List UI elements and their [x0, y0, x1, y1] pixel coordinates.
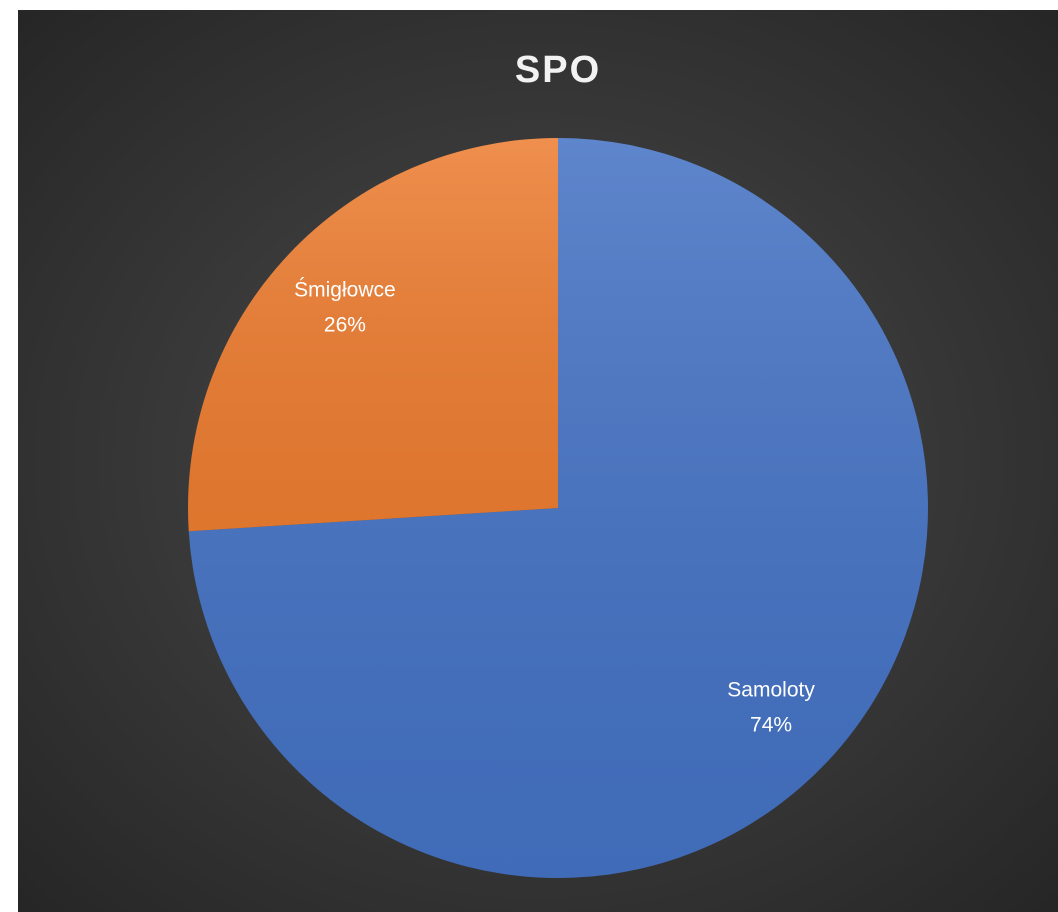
pie: [188, 138, 929, 878]
category-label: Śmigłowce: [294, 277, 396, 301]
value-label: 26%: [324, 313, 366, 336]
category-label: Samoloty: [727, 679, 815, 702]
chart-title: SPO: [515, 49, 601, 91]
data-labels: Samoloty 74% Śmigłowce 26%: [294, 277, 815, 736]
value-label: 74%: [750, 714, 792, 737]
